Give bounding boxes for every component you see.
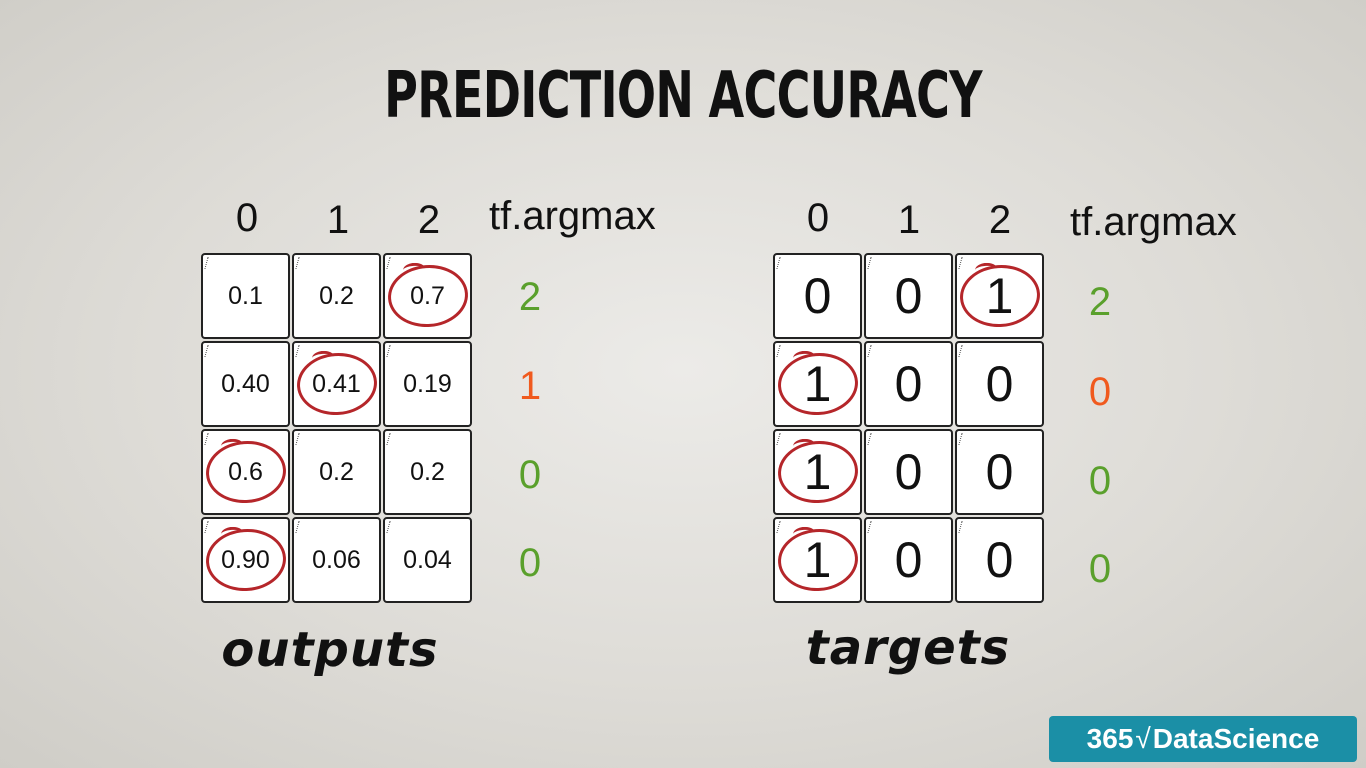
target-cell-value: 0 (985, 532, 1014, 588)
corner-mark (204, 433, 213, 445)
square-root-icon: √ (1135, 723, 1151, 754)
output-cell: 0.04 (383, 517, 472, 603)
outputs-col-header-1: 1 (326, 198, 350, 242)
output-cell: 0.90 (201, 517, 290, 603)
brand-logo: 365 √ DataScience (1049, 716, 1357, 762)
targets-col-header-1: 1 (897, 198, 921, 242)
corner-mark (204, 257, 213, 269)
brand-number: 365 (1086, 723, 1134, 754)
output-cell-value: 0.2 (319, 457, 354, 486)
output-argmax-value: 1 (518, 364, 542, 408)
output-cell-value: 0.6 (228, 457, 263, 486)
target-cell: 0 (955, 341, 1044, 427)
output-cell: 0.06 (292, 517, 381, 603)
corner-mark (386, 257, 395, 269)
outputs-col-header-0: 0 (235, 196, 259, 240)
corner-mark (295, 257, 304, 269)
output-cell-value: 0.90 (221, 545, 270, 574)
output-cell-value: 0.2 (319, 281, 354, 310)
targets-col-header-2: 2 (988, 198, 1012, 242)
outputs-col-header-2: 2 (417, 198, 441, 242)
target-cell: 0 (955, 517, 1044, 603)
output-cell: 0.2 (292, 429, 381, 515)
corner-mark (958, 521, 967, 533)
output-cell: 0.1 (201, 253, 290, 339)
target-argmax-value: 2 (1088, 280, 1112, 324)
outputs-argmax-header: tf.argmax (489, 194, 656, 238)
output-cell: 0.41 (292, 341, 381, 427)
target-cell-value: 0 (894, 356, 923, 412)
target-cell: 0 (864, 253, 953, 339)
outputs-label: outputs (221, 622, 439, 678)
corner-mark (295, 521, 304, 533)
corner-mark (386, 521, 395, 533)
corner-mark (958, 345, 967, 357)
page-title: PREDICTION ACCURACY (384, 59, 982, 133)
target-argmax-value: 0 (1088, 547, 1112, 591)
output-cell: 0.6 (201, 429, 290, 515)
output-cell-value: 0.41 (312, 369, 361, 398)
target-argmax-value: 0 (1088, 459, 1112, 503)
corner-mark (867, 345, 876, 357)
target-cell: 0 (864, 341, 953, 427)
target-cell: 0 (955, 429, 1044, 515)
corner-mark (204, 521, 213, 533)
corner-mark (295, 433, 304, 445)
targets-matrix: 0 0 1 1 0 0 1 0 0 1 0 0 (773, 253, 1044, 603)
targets-label: targets (805, 620, 1011, 676)
corner-mark (958, 433, 967, 445)
output-argmax-value: 0 (518, 541, 542, 585)
output-cell-value: 0.2 (410, 457, 445, 486)
targets-argmax-header: tf.argmax (1070, 200, 1237, 244)
target-cell-value: 1 (803, 356, 832, 412)
target-cell-value: 0 (894, 268, 923, 324)
corner-mark (776, 345, 785, 357)
output-cell: 0.19 (383, 341, 472, 427)
output-argmax-value: 2 (518, 275, 542, 319)
corner-mark (386, 433, 395, 445)
output-cell: 0.2 (292, 253, 381, 339)
target-cell-value: 0 (803, 268, 832, 324)
target-cell-value: 1 (803, 532, 832, 588)
output-cell: 0.7 (383, 253, 472, 339)
corner-mark (386, 345, 395, 357)
corner-mark (867, 521, 876, 533)
target-cell-value: 0 (985, 356, 1014, 412)
target-cell-value: 0 (985, 444, 1014, 500)
target-cell: 1 (955, 253, 1044, 339)
output-argmax-value: 0 (518, 453, 542, 497)
output-cell-value: 0.19 (403, 369, 452, 398)
target-cell: 1 (773, 341, 862, 427)
output-cell: 0.40 (201, 341, 290, 427)
target-cell-value: 0 (894, 532, 923, 588)
target-cell: 0 (864, 429, 953, 515)
corner-mark (867, 257, 876, 269)
target-cell: 1 (773, 517, 862, 603)
target-cell-value: 1 (803, 444, 832, 500)
outputs-matrix: 0.1 0.2 0.7 0.40 0.41 0.19 0.6 0.2 0.2 0.90 0.06 0.… (201, 253, 472, 603)
corner-mark (295, 345, 304, 357)
corner-mark (776, 433, 785, 445)
target-cell: 0 (773, 253, 862, 339)
corner-mark (776, 257, 785, 269)
output-cell-value: 0.06 (312, 545, 361, 574)
corner-mark (958, 257, 967, 269)
brand-name: DataScience (1152, 723, 1320, 754)
target-cell: 0 (864, 517, 953, 603)
output-cell-value: 0.7 (410, 281, 445, 310)
target-cell: 1 (773, 429, 862, 515)
output-cell: 0.2 (383, 429, 472, 515)
corner-mark (204, 345, 213, 357)
corner-mark (867, 433, 876, 445)
output-cell-value: 0.40 (221, 369, 270, 398)
targets-col-header-0: 0 (806, 196, 830, 240)
corner-mark (776, 521, 785, 533)
output-cell-value: 0.04 (403, 545, 452, 574)
output-cell-value: 0.1 (228, 281, 263, 310)
target-argmax-value: 0 (1088, 370, 1112, 414)
target-cell-value: 0 (894, 444, 923, 500)
target-cell-value: 1 (985, 268, 1014, 324)
